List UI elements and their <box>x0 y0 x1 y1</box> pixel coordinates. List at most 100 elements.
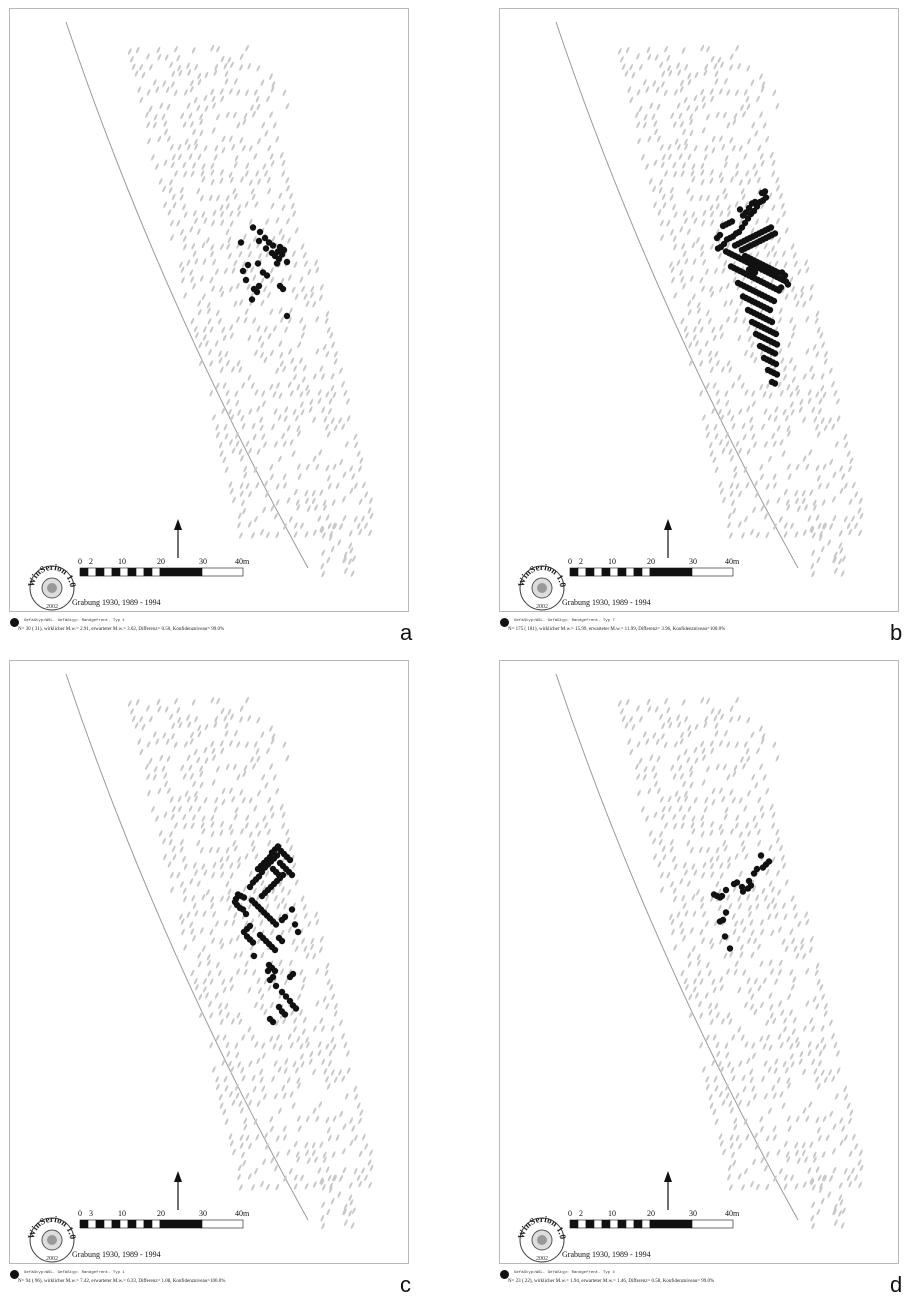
grave-mark <box>239 176 244 183</box>
grave-mark <box>211 779 216 786</box>
grave-mark <box>667 143 672 150</box>
grave-mark <box>243 968 248 975</box>
grave-mark <box>823 1003 828 1010</box>
grave-mark <box>225 389 230 396</box>
grave-mark <box>320 562 325 569</box>
grave-mark <box>168 831 173 838</box>
grave-mark <box>169 871 174 878</box>
grave-mark <box>787 473 792 480</box>
grave-mark <box>299 969 304 976</box>
grave-mark <box>211 754 216 761</box>
grave-mark <box>800 937 805 944</box>
grave-mark <box>259 1003 264 1010</box>
grave-mark <box>772 89 777 96</box>
grave-mark <box>737 63 742 70</box>
grave-mark <box>182 161 187 168</box>
grave-mark <box>725 399 730 406</box>
grave-mark <box>815 391 820 398</box>
grave-mark <box>228 1133 233 1140</box>
grave-mark <box>787 1125 792 1132</box>
grave-mark <box>219 740 224 747</box>
grave-mark <box>786 463 791 470</box>
scale-bar <box>80 568 243 576</box>
grave-mark <box>268 725 273 732</box>
grave-mark <box>815 351 820 358</box>
grave-mark <box>158 178 163 185</box>
grave-mark <box>769 1012 774 1019</box>
grave-mark <box>684 716 689 723</box>
grave-mark <box>627 86 632 93</box>
grave-mark <box>209 276 214 283</box>
grave-mark <box>188 153 193 160</box>
grave-mark <box>238 251 243 258</box>
grave-mark <box>197 300 202 307</box>
grave-mark <box>746 937 751 944</box>
grave-mark <box>135 46 140 53</box>
grave-mark <box>807 1041 812 1048</box>
grave-mark <box>228 285 233 292</box>
grave-mark <box>780 357 785 364</box>
grave-mark <box>819 984 824 991</box>
grave-mark <box>339 1110 344 1117</box>
grave-mark <box>709 1018 714 1025</box>
grave-mark <box>234 155 239 162</box>
grave-mark <box>368 497 373 504</box>
grave-mark <box>729 53 734 60</box>
grave-mark <box>801 1142 806 1149</box>
grave-mark <box>802 416 807 423</box>
grave-mark <box>656 103 661 110</box>
grave-mark <box>270 1157 275 1164</box>
grave-mark <box>166 103 171 110</box>
grave-mark <box>752 1093 757 1100</box>
grave-mark <box>807 389 812 396</box>
grave-mark <box>831 423 836 430</box>
grave-mark <box>300 331 305 338</box>
grave-mark <box>624 722 629 729</box>
grave-mark <box>776 424 781 431</box>
grave-mark <box>667 795 672 802</box>
grave-mark <box>759 919 764 926</box>
grave-mark <box>752 1158 757 1165</box>
grave-mark <box>794 497 799 504</box>
grave-mark <box>775 217 780 224</box>
grave-mark <box>282 89 287 96</box>
grave-mark <box>220 707 225 714</box>
grave-mark <box>220 747 225 754</box>
grave-mark <box>680 969 685 976</box>
grave-mark <box>241 1034 246 1041</box>
grave-mark <box>329 984 334 991</box>
grave-mark <box>724 807 729 814</box>
grave-mark <box>744 1041 749 1048</box>
grave-mark <box>222 382 227 389</box>
grave-mark <box>651 113 656 120</box>
grave-mark <box>197 72 202 79</box>
grave-mark <box>221 978 226 985</box>
grave-mark <box>792 364 797 371</box>
grave-mark <box>176 54 181 61</box>
grave-mark <box>704 920 709 927</box>
grave-mark <box>148 105 153 112</box>
grave-mark <box>354 441 359 448</box>
grave-mark <box>817 1060 822 1067</box>
grave-mark <box>816 1208 821 1215</box>
grave-mark <box>715 203 720 210</box>
grave-mark <box>330 1069 335 1076</box>
grave-mark <box>752 815 757 822</box>
find-point <box>774 371 780 377</box>
grave-mark <box>775 185 780 192</box>
grave-mark <box>238 532 243 539</box>
grave-mark <box>811 1058 816 1065</box>
grave-mark <box>715 880 720 887</box>
grave-mark <box>182 813 187 820</box>
grave-mark <box>256 977 261 984</box>
map-panel-c: WinSerion 1.0 2002 0 3 10 20 30 40m Grabung 1930… <box>0 652 456 1304</box>
grave-mark <box>701 219 706 226</box>
grave-mark <box>755 251 760 258</box>
grave-mark <box>726 894 731 901</box>
map-canvas: WinSerion 1.02002 <box>490 0 912 652</box>
grave-mark <box>189 269 194 276</box>
grave-mark <box>714 70 719 77</box>
grave-mark <box>740 918 745 925</box>
grave-mark <box>311 1142 316 1149</box>
